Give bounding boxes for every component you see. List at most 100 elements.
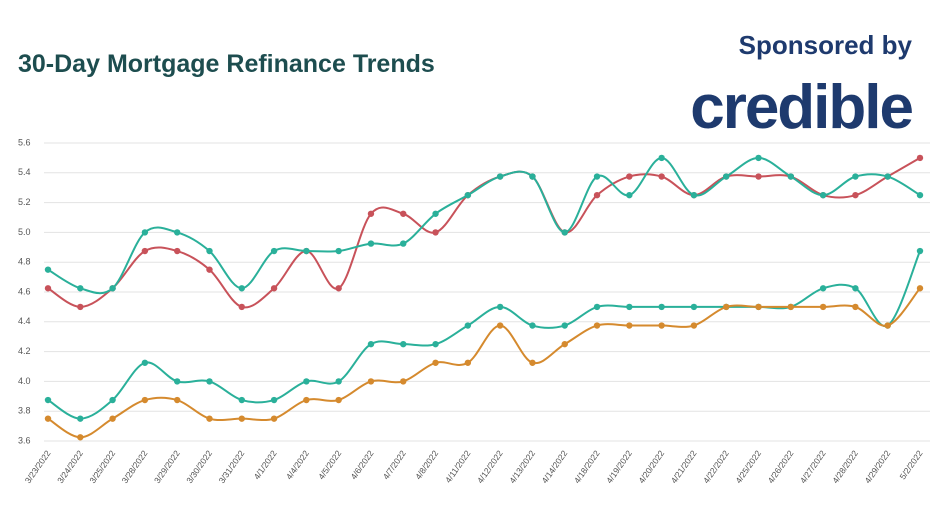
data-point <box>77 285 84 292</box>
data-point <box>270 396 278 404</box>
data-point <box>367 240 375 247</box>
data-point <box>916 154 924 162</box>
y-tick-label: 5.0 <box>18 227 31 237</box>
x-tick-label: 4/8/2022 <box>413 448 440 481</box>
data-point <box>109 285 116 292</box>
data-point <box>400 340 407 348</box>
data-point <box>755 154 762 162</box>
data-point <box>44 266 52 273</box>
data-point <box>238 285 245 292</box>
data-point <box>109 396 116 404</box>
data-point <box>755 173 762 180</box>
data-point <box>852 303 859 311</box>
data-point <box>335 247 342 255</box>
x-tick-label: 3/25/2022 <box>87 448 117 485</box>
data-point <box>916 247 924 255</box>
x-tick-label: 4/25/2022 <box>733 448 763 485</box>
sponsor-logo: credible <box>690 73 912 142</box>
data-point <box>916 285 924 292</box>
data-point <box>561 229 568 236</box>
data-point <box>723 303 730 311</box>
data-point <box>303 396 310 404</box>
data-point <box>432 229 439 236</box>
data-point <box>884 322 891 329</box>
y-tick-label: 4.4 <box>18 316 31 326</box>
data-point <box>44 396 52 404</box>
x-tick-label: 5/2/2022 <box>897 448 924 481</box>
data-point <box>819 303 827 311</box>
x-tick-label: 3/23/2022 <box>23 448 53 485</box>
data-point <box>561 322 568 329</box>
data-point <box>690 191 698 199</box>
y-tick-label: 5.4 <box>18 167 31 177</box>
data-point <box>496 303 504 311</box>
data-point <box>335 396 342 404</box>
data-point <box>367 210 375 217</box>
data-point <box>238 415 245 422</box>
y-tick-label: 4.2 <box>18 346 31 356</box>
x-tick-label: 4/5/2022 <box>316 448 343 481</box>
x-tick-label: 3/30/2022 <box>184 448 214 485</box>
x-tick-label: 3/28/2022 <box>120 448 150 485</box>
x-tick-label: 4/21/2022 <box>669 448 699 485</box>
x-tick-label: 3/29/2022 <box>152 448 182 485</box>
data-point <box>852 173 859 180</box>
data-point <box>270 247 278 255</box>
x-tick-label: 4/26/2022 <box>766 448 796 485</box>
data-point <box>400 378 407 385</box>
data-point <box>303 378 310 385</box>
x-tick-label: 3/31/2022 <box>217 448 247 485</box>
series-line <box>47 250 921 420</box>
y-tick-label: 3.6 <box>18 435 31 445</box>
data-point <box>593 322 601 329</box>
sponsor-label: Sponsored by <box>739 30 913 60</box>
data-point <box>238 396 245 404</box>
data-point <box>173 229 181 236</box>
y-tick-label: 4.8 <box>18 257 31 267</box>
data-point <box>787 303 795 311</box>
x-tick-label: 4/7/2022 <box>381 448 408 481</box>
data-point <box>77 303 84 311</box>
data-point <box>593 173 601 180</box>
data-point <box>173 396 181 404</box>
data-point <box>335 378 342 385</box>
data-point <box>658 322 665 329</box>
x-tick-label: 3/24/2022 <box>55 448 85 485</box>
data-point <box>658 303 665 311</box>
data-point <box>206 415 213 422</box>
data-point <box>432 210 439 217</box>
x-tick-label: 4/28/2022 <box>830 448 860 485</box>
x-tick-label: 4/11/2022 <box>443 448 473 484</box>
data-point <box>529 173 536 180</box>
data-point <box>400 210 407 217</box>
x-tick-label: 4/22/2022 <box>701 448 731 485</box>
data-point <box>884 173 891 180</box>
data-point <box>593 303 601 311</box>
series-line <box>47 287 921 439</box>
chart-title: 30-Day Mortgage Refinance Trends <box>18 50 435 78</box>
data-point <box>626 173 633 180</box>
data-point <box>238 303 245 311</box>
data-point <box>141 396 149 404</box>
data-point <box>464 359 472 366</box>
series-line <box>47 156 921 295</box>
data-point <box>723 173 730 180</box>
data-point <box>367 378 375 385</box>
data-point <box>593 191 601 199</box>
y-tick-label: 4.6 <box>18 286 31 296</box>
data-point <box>916 191 924 199</box>
y-tick-label: 4.0 <box>18 376 31 386</box>
data-point <box>561 340 568 348</box>
data-point <box>529 359 536 366</box>
data-point <box>432 359 439 366</box>
data-point <box>77 434 84 441</box>
x-tick-label: 4/19/2022 <box>604 448 634 485</box>
x-tick-label: 4/12/2022 <box>475 448 505 485</box>
x-tick-label: 4/6/2022 <box>348 448 375 481</box>
data-point <box>173 378 181 385</box>
data-point <box>77 415 84 422</box>
data-point <box>303 247 310 255</box>
data-point <box>819 285 827 292</box>
